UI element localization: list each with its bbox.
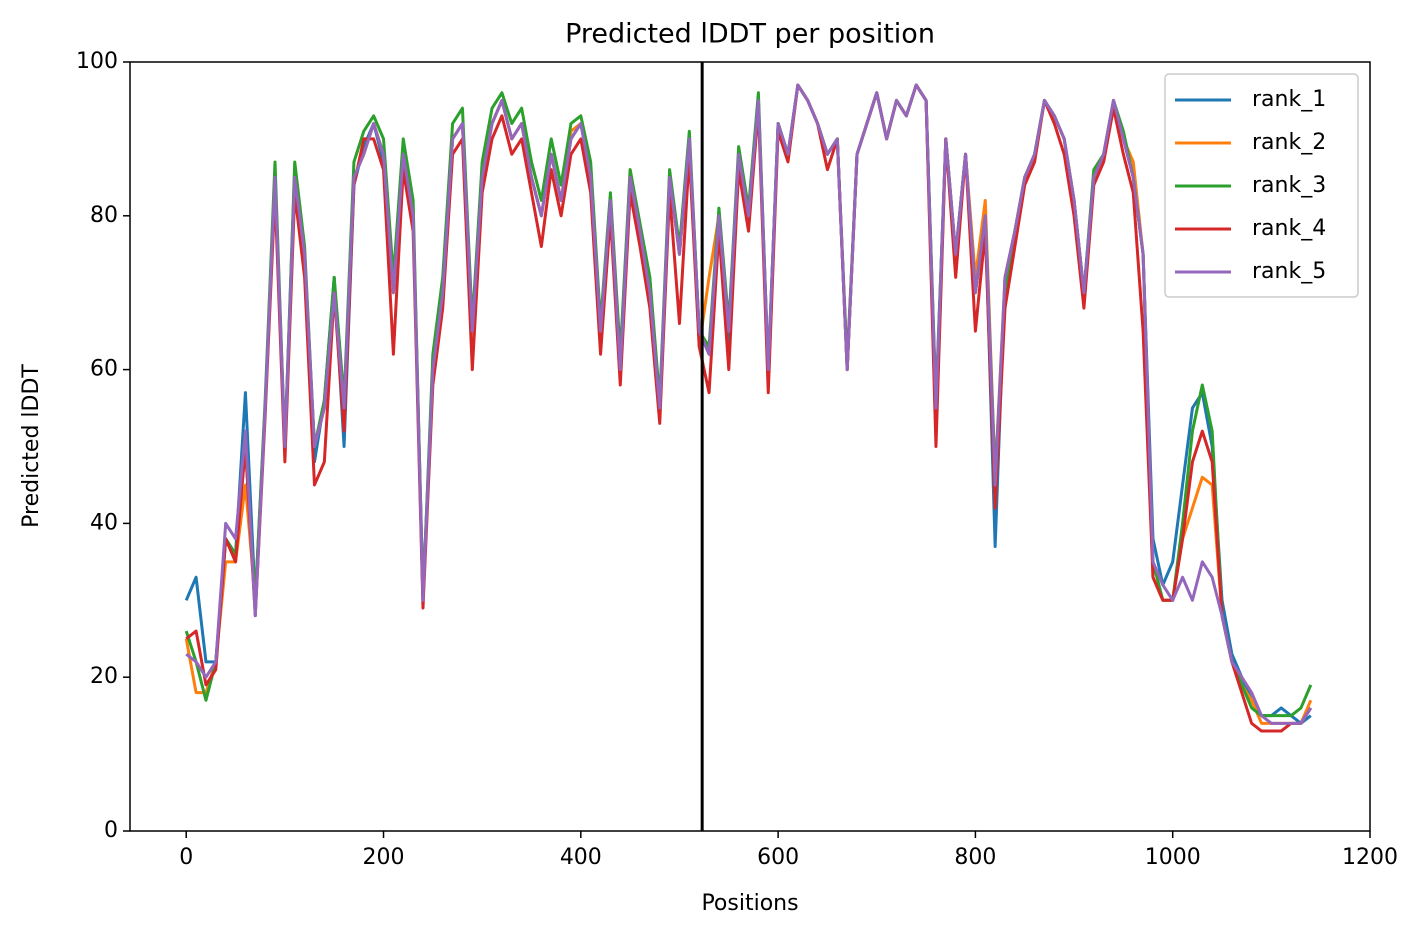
series-line [185,83,1313,733]
y-tick-label: 0 [104,818,118,843]
legend-label: rank_2 [1252,130,1326,155]
x-axis-label: Positions [701,891,798,916]
legend-box [1164,73,1359,298]
x-tick-label: 600 [757,845,799,870]
x-tick-label: 1200 [1342,845,1398,870]
legend-label: rank_1 [1252,87,1326,112]
y-tick-label: 40 [90,510,118,535]
plot-frame [129,61,1371,832]
x-tick-label: 200 [363,845,405,870]
y-tick-label: 20 [90,664,118,689]
y-tick-label: 80 [90,203,118,228]
chart-title: Predicted lDDT per position [565,19,935,50]
y-tick-label: 100 [76,49,118,74]
legend-label: rank_4 [1252,216,1326,241]
x-tick-label: 0 [179,845,193,870]
x-tick-label: 400 [560,845,602,870]
legend-label: rank_5 [1252,259,1326,284]
x-tick-label: 1000 [1145,845,1201,870]
series-line [185,83,1313,725]
y-tick-label: 60 [90,357,118,382]
y-axis-label: Predicted lDDT [19,364,44,528]
x-tick-label: 800 [954,845,996,870]
legend-label: rank_3 [1252,173,1326,198]
